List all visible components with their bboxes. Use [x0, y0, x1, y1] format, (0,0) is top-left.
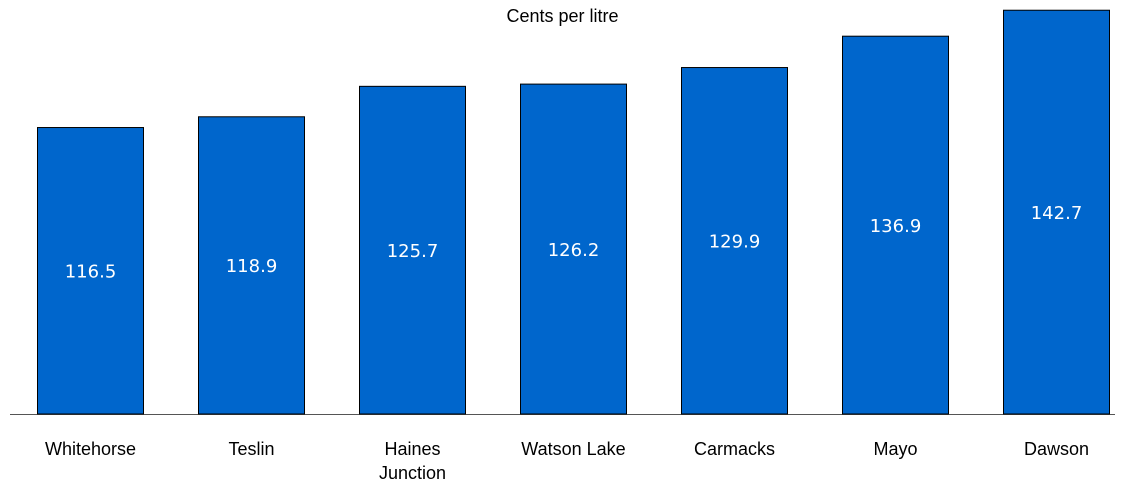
bar-value-label: 116.5	[65, 262, 117, 283]
bar-value-label: 118.9	[226, 256, 278, 277]
bar-carmacks	[681, 67, 788, 415]
bar-dawson	[1003, 9, 1110, 415]
category-label: Whitehorse	[45, 439, 136, 459]
category-label: Carmacks	[694, 439, 775, 459]
category-label-line: Teslin	[228, 439, 274, 459]
bar-value-label: 142.7	[1031, 203, 1083, 224]
category-label-line: Carmacks	[694, 439, 775, 459]
category-label: Mayo	[873, 439, 917, 459]
bar-whitehorse	[37, 127, 144, 415]
category-label: Teslin	[228, 439, 274, 459]
bar-mayo	[842, 35, 949, 415]
bar-haines-junction	[359, 85, 466, 415]
bar-value-label: 126.2	[548, 240, 600, 261]
category-label-line: Whitehorse	[45, 439, 136, 459]
category-label-line: Junction	[379, 463, 446, 483]
bar-value-label: 129.9	[709, 232, 761, 253]
chart-title: Cents per litre	[506, 6, 619, 26]
category-label-line: Watson Lake	[521, 439, 625, 459]
bar-watson-lake	[520, 83, 627, 415]
category-label: Haines Junction	[379, 439, 446, 483]
category-label-line: Haines	[384, 439, 440, 459]
category-label-line: Mayo	[873, 439, 917, 459]
bar-value-label: 125.7	[387, 241, 439, 262]
bar-value-label: 136.9	[870, 216, 922, 237]
category-label: Dawson	[1024, 439, 1089, 459]
category-label-line: Dawson	[1024, 439, 1089, 459]
category-label: Watson Lake	[521, 439, 625, 459]
bar-teslin	[198, 116, 305, 415]
